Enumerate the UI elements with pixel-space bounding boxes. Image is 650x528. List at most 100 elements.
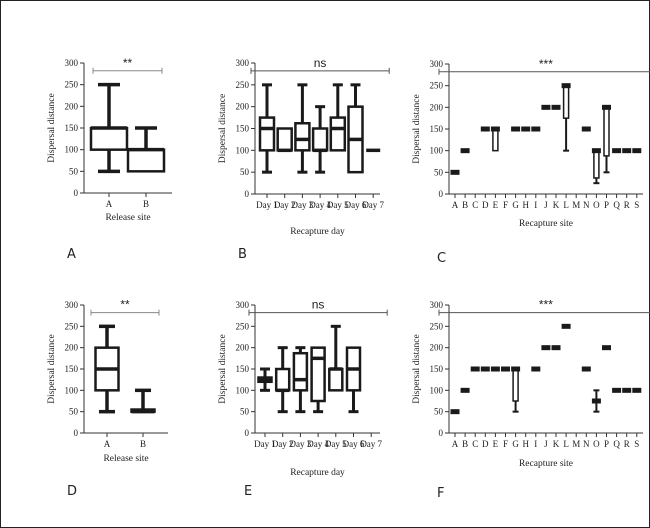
- x-axis-title: Release site: [103, 454, 148, 464]
- y-tick-label: 150: [236, 364, 250, 374]
- x-tick-label: L: [563, 200, 569, 210]
- x-tick-label: E: [493, 439, 499, 449]
- x-tick-label: F: [503, 200, 508, 210]
- y-tick-label: 250: [236, 321, 250, 331]
- box-day-4: [311, 105, 329, 174]
- x-tick-label: Day 3: [292, 200, 314, 210]
- x-tick-label: G: [512, 200, 519, 210]
- x-tick-label: E: [493, 200, 499, 210]
- panel-a: 0 50 100 150 200 250 300 Dispersal distance ** A B…: [47, 56, 172, 262]
- y-tick-label: 300: [65, 300, 79, 310]
- significance-label: **: [123, 56, 133, 70]
- y-axis-title: Dispersal distance: [412, 334, 422, 403]
- box-day-5: [329, 83, 347, 152]
- x-tick-label: B: [462, 200, 468, 210]
- x-tick-label: Day 1: [254, 439, 276, 449]
- y-tick-label: 200: [430, 343, 444, 353]
- box-day-1: [258, 83, 276, 174]
- x-tick-label: A: [106, 199, 113, 209]
- x-tick-label: K: [553, 439, 560, 449]
- box-day-2: [276, 127, 293, 153]
- box-iqr: [562, 84, 570, 119]
- x-axis-title: Recapture day: [290, 227, 345, 237]
- box-iqr: [126, 148, 166, 173]
- x-axis-title: Recapture day: [290, 468, 345, 478]
- box-day-2: [274, 346, 291, 414]
- box-l: [561, 83, 571, 152]
- x-tick-label: Day 6: [345, 200, 367, 210]
- x-tick-label: R: [624, 439, 630, 449]
- y-tick-label: 100: [236, 145, 250, 155]
- box-iqr: [89, 126, 129, 151]
- x-tick-label: L: [563, 439, 569, 449]
- x-tick-label: O: [593, 200, 600, 210]
- box-b: [126, 126, 166, 173]
- box-e: [490, 126, 500, 152]
- box-iqr: [603, 106, 610, 157]
- box-iqr: [593, 149, 600, 179]
- y-tick-label: 200: [65, 343, 79, 353]
- box-iqr: [512, 368, 519, 402]
- box-iqr: [292, 351, 309, 392]
- box-day-4: [310, 346, 326, 414]
- panel-e: 0 50 100 150 200 250 300 Dispersal distance ns Da…: [218, 298, 388, 499]
- y-tick-label: 150: [65, 364, 79, 374]
- box-o: [591, 148, 601, 185]
- x-tick-label: J: [544, 200, 548, 210]
- x-tick-label: Q: [613, 439, 620, 449]
- y-tick-label: 300: [236, 300, 250, 310]
- x-tick-label: P: [604, 439, 609, 449]
- x-tick-label: A: [104, 439, 111, 449]
- x-tick-label: Day 5: [325, 439, 347, 449]
- box-day-3: [294, 83, 311, 174]
- y-tick-label: 150: [430, 364, 444, 374]
- box-iqr: [258, 116, 276, 152]
- panel-d: 0 50 100 150 200 250 300 Dispersal distance ** A B…: [47, 298, 168, 499]
- x-tick-label: S: [634, 439, 639, 449]
- panel-label: A: [67, 247, 76, 262]
- box-a: [94, 324, 120, 414]
- box-iqr: [329, 116, 347, 152]
- panel-f: 0 50 100 150 200 250 300 Dispersal distance *** A…: [412, 298, 650, 501]
- y-tick-label: 100: [65, 145, 79, 155]
- box-iqr: [294, 122, 311, 152]
- y-tick-label: 50: [434, 167, 444, 177]
- box-iqr: [276, 127, 293, 152]
- y-tick-label: 0: [439, 189, 444, 199]
- x-tick-label: Day 5: [327, 200, 349, 210]
- x-tick-label: G: [512, 439, 519, 449]
- x-tick-label: H: [522, 200, 529, 210]
- x-tick-label: N: [583, 200, 590, 210]
- panel-label: E: [244, 484, 252, 499]
- x-tick-label: O: [593, 439, 600, 449]
- x-tick-label: D: [482, 439, 489, 449]
- y-tick-label: 150: [236, 124, 250, 134]
- panel-label: F: [437, 486, 444, 501]
- y-axis-title: Dispersal distance: [47, 334, 57, 403]
- box-day-3: [292, 346, 309, 414]
- x-tick-label: B: [462, 439, 468, 449]
- y-tick-label: 200: [430, 102, 444, 112]
- x-tick-label: J: [544, 439, 548, 449]
- x-tick-label: P: [604, 200, 609, 210]
- box-iqr: [311, 127, 329, 152]
- x-tick-label: B: [140, 439, 146, 449]
- x-tick-label: I: [534, 200, 537, 210]
- y-tick-label: 300: [236, 58, 250, 68]
- y-tick-label: 100: [430, 146, 444, 156]
- x-tick-label: H: [522, 439, 529, 449]
- x-tick-label: Day 2: [274, 200, 296, 210]
- x-tick-label: D: [482, 200, 489, 210]
- y-tick-label: 50: [240, 167, 250, 177]
- y-tick-label: 0: [439, 428, 444, 438]
- box-iqr: [492, 128, 499, 152]
- y-tick-label: 100: [236, 385, 250, 395]
- x-tick-label: K: [553, 200, 560, 210]
- y-tick-label: 0: [74, 188, 79, 198]
- significance-label: ns: [312, 298, 325, 312]
- box-a: [89, 82, 129, 174]
- y-tick-label: 300: [430, 59, 444, 69]
- y-tick-label: 200: [236, 102, 250, 112]
- significance-label: ns: [314, 56, 327, 70]
